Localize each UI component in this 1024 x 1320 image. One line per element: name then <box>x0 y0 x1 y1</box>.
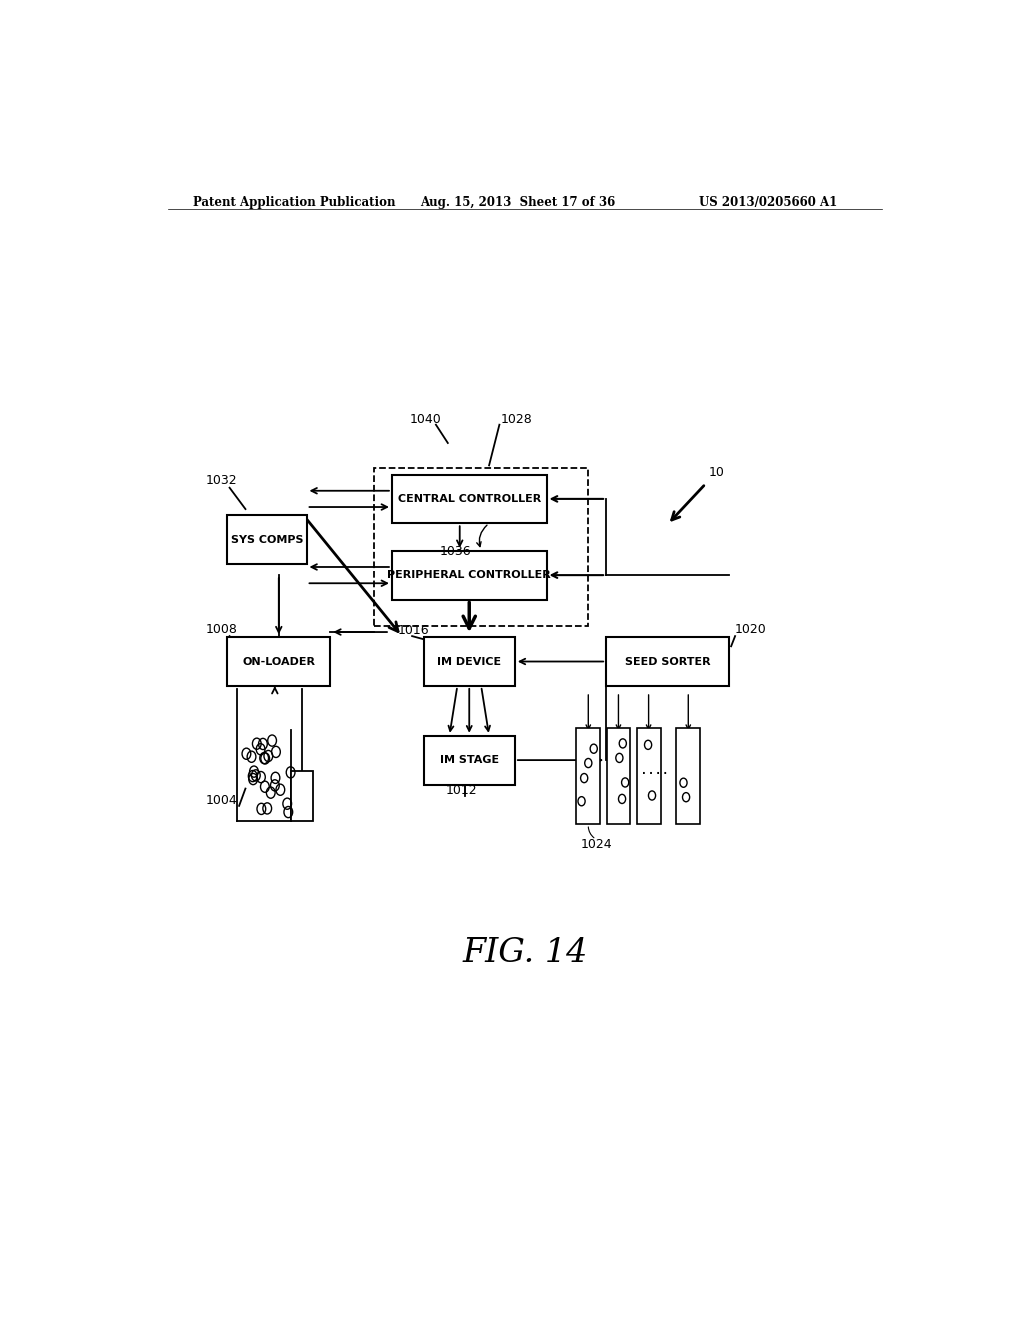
Text: . . . .: . . . . <box>642 766 668 776</box>
FancyBboxPatch shape <box>606 638 729 686</box>
FancyBboxPatch shape <box>577 727 600 824</box>
Text: 1036: 1036 <box>440 545 471 558</box>
Text: 10: 10 <box>709 466 725 479</box>
Text: ON-LOADER: ON-LOADER <box>243 656 315 667</box>
Text: FIG. 14: FIG. 14 <box>462 937 588 969</box>
Text: Aug. 15, 2013  Sheet 17 of 36: Aug. 15, 2013 Sheet 17 of 36 <box>420 195 615 209</box>
Text: 1016: 1016 <box>397 624 429 638</box>
Text: SYS COMPS: SYS COMPS <box>230 535 303 545</box>
Text: 1020: 1020 <box>735 623 767 636</box>
Text: IM DEVICE: IM DEVICE <box>437 656 502 667</box>
Text: 1024: 1024 <box>581 837 612 850</box>
FancyBboxPatch shape <box>227 638 331 686</box>
Text: 1008: 1008 <box>206 623 238 636</box>
FancyBboxPatch shape <box>637 727 660 824</box>
FancyBboxPatch shape <box>392 550 547 599</box>
FancyBboxPatch shape <box>392 474 547 523</box>
Text: 1032: 1032 <box>206 474 238 487</box>
Text: IM STAGE: IM STAGE <box>439 755 499 766</box>
Text: US 2013/0205660 A1: US 2013/0205660 A1 <box>699 195 838 209</box>
FancyBboxPatch shape <box>424 735 515 784</box>
FancyBboxPatch shape <box>606 727 631 824</box>
FancyBboxPatch shape <box>227 515 306 564</box>
Text: Patent Application Publication: Patent Application Publication <box>194 195 395 209</box>
FancyBboxPatch shape <box>677 727 700 824</box>
Text: 1040: 1040 <box>410 413 441 425</box>
FancyBboxPatch shape <box>424 638 515 686</box>
Text: 1012: 1012 <box>445 784 477 797</box>
Text: CENTRAL CONTROLLER: CENTRAL CONTROLLER <box>397 494 541 504</box>
Text: PERIPHERAL CONTROLLER: PERIPHERAL CONTROLLER <box>387 570 551 579</box>
Text: SEED SORTER: SEED SORTER <box>625 656 711 667</box>
FancyBboxPatch shape <box>292 771 312 821</box>
Text: 1028: 1028 <box>501 413 532 425</box>
Text: 1004: 1004 <box>206 793 238 807</box>
